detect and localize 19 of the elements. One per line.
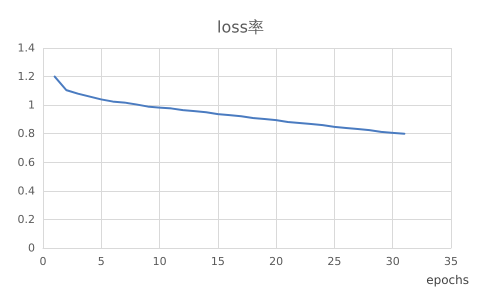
y-tick-label: 1.4 <box>18 42 35 54</box>
x-tick-label: 35 <box>444 255 458 268</box>
y-tick-label: 0 <box>28 242 35 254</box>
y-tick-label: 1.2 <box>18 70 35 84</box>
x-tick-label: 30 <box>386 255 400 268</box>
x-tick-label: 15 <box>210 255 225 268</box>
y-tick-label: 0.2 <box>18 212 35 226</box>
y-tick-label: 0.4 <box>18 184 35 198</box>
x-tick-label: 0 <box>40 255 46 268</box>
line-series <box>54 76 406 135</box>
x-axis-title: epochs <box>426 273 469 287</box>
y-tick-label: 0.8 <box>18 127 35 140</box>
chart-title: loss率 <box>217 18 264 36</box>
x-tick-label: 20 <box>269 255 284 268</box>
y-tick-label: 1 <box>28 98 35 112</box>
y-tick-label: 0.6 <box>18 156 35 169</box>
x-tick-label: 25 <box>327 255 342 268</box>
x-tick-label: 10 <box>152 255 167 268</box>
x-tick-label: 5 <box>98 255 105 268</box>
